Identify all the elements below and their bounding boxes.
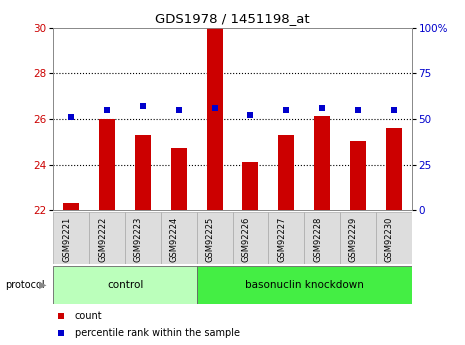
Text: GSM92230: GSM92230 (385, 216, 393, 262)
Point (67, 115, 75, 120)
Point (294, 243, 301, 249)
Bar (89, 212, 125, 264)
Bar (53, 266, 197, 304)
Bar (314, 116, 330, 210)
Text: GSM92221: GSM92221 (62, 216, 72, 262)
Bar (53, 212, 89, 264)
Text: GSM92223: GSM92223 (134, 216, 143, 262)
Bar (125, 212, 161, 264)
Point (354, 107, 361, 112)
Bar (232, 212, 268, 264)
Text: GSM92224: GSM92224 (170, 216, 179, 262)
Bar (197, 266, 412, 304)
Point (139, 104, 146, 109)
Point (103, 107, 111, 112)
Bar (242, 162, 259, 210)
Point (294, 86, 301, 92)
Text: GSM92228: GSM92228 (313, 216, 322, 262)
Text: ▶: ▶ (39, 280, 46, 289)
Text: basonuclin knockdown: basonuclin knockdown (245, 280, 364, 289)
Text: count: count (75, 311, 103, 321)
Text: control: control (107, 280, 143, 289)
Bar (278, 135, 294, 210)
Bar (171, 148, 187, 210)
Bar (99, 119, 115, 210)
Text: GSM92225: GSM92225 (206, 216, 214, 262)
Point (211, 105, 218, 111)
Title: GDS1978 / 1451198_at: GDS1978 / 1451198_at (155, 12, 310, 25)
Bar (385, 128, 402, 210)
Text: GSM92222: GSM92222 (98, 216, 107, 262)
Point (282, 107, 290, 112)
Text: GSM92227: GSM92227 (277, 216, 286, 262)
Point (318, 105, 325, 111)
Text: GSM92229: GSM92229 (349, 216, 358, 262)
Point (246, 112, 254, 118)
Bar (376, 212, 412, 264)
Bar (340, 212, 376, 264)
Bar (268, 212, 304, 264)
Bar (63, 203, 80, 210)
Text: GSM92226: GSM92226 (241, 216, 250, 262)
Text: protocol: protocol (5, 280, 44, 289)
Bar (135, 135, 151, 210)
Point (175, 107, 182, 112)
Bar (350, 141, 366, 210)
Bar (206, 28, 223, 210)
Bar (161, 212, 197, 264)
Point (390, 107, 397, 112)
Bar (304, 212, 340, 264)
Text: percentile rank within the sample: percentile rank within the sample (75, 328, 240, 338)
Bar (197, 212, 232, 264)
